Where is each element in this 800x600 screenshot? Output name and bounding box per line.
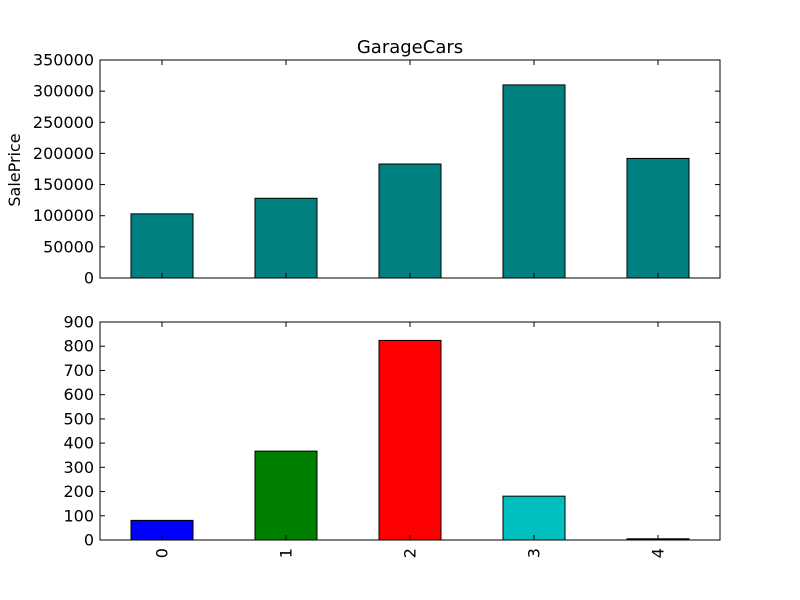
y-tick-label: 300 [63, 458, 94, 477]
y-tick-label: 50000 [43, 237, 94, 256]
y-axis-label: SalePrice [5, 133, 24, 206]
bar-2 [378, 339, 442, 541]
y-tick-label: 400 [63, 434, 94, 453]
bar-4 [626, 157, 690, 279]
x-tick-label: 4 [649, 548, 668, 558]
y-tick-label: 800 [63, 337, 94, 356]
top-plot-frame [99, 59, 721, 279]
y-tick-label: 300000 [33, 82, 94, 101]
y-tick-label: 100000 [33, 206, 94, 225]
y-tick-label: 0 [84, 531, 94, 550]
y-tick-label: 250000 [33, 113, 94, 132]
top-y-ticks: 0 50000 100000 150000 200000 250000 300000 3500… [33, 51, 720, 288]
x-tick-label: 2 [401, 548, 420, 558]
bottom-y-ticks: 0 100 200 300 400 500 600 700 800 900 [63, 313, 720, 550]
x-tick-label: 1 [277, 548, 296, 558]
bar-3 [502, 495, 566, 541]
x-tick-label: 3 [525, 548, 544, 558]
top-bars [130, 84, 690, 279]
bottom-plot-frame [99, 321, 721, 541]
bottom-x-ticks: 0 1 2 3 4 [153, 322, 668, 558]
bar-1 [254, 197, 318, 279]
bar-3 [502, 84, 566, 279]
y-tick-label: 900 [63, 313, 94, 332]
bar-0 [130, 213, 194, 279]
top-x-ticks [161, 60, 659, 278]
bar-1 [254, 450, 318, 541]
x-tick-label: 0 [153, 548, 172, 558]
y-tick-label: 150000 [33, 175, 94, 194]
y-tick-label: 700 [63, 361, 94, 380]
y-tick-label: 350000 [33, 51, 94, 70]
y-tick-label: 500 [63, 409, 94, 428]
bar-2 [378, 163, 442, 279]
y-tick-label: 600 [63, 385, 94, 404]
y-tick-label: 200000 [33, 144, 94, 163]
y-tick-label: 0 [84, 269, 94, 288]
top-chart: GarageCars SalePrice 0 50000 100000 150000 2… [5, 37, 721, 288]
bottom-chart: 0 100 200 300 400 500 600 700 800 900 0 1 2 3 4 [63, 313, 721, 558]
chart-title: GarageCars [357, 37, 463, 58]
y-tick-label: 100 [63, 506, 94, 525]
y-tick-label: 200 [63, 482, 94, 501]
